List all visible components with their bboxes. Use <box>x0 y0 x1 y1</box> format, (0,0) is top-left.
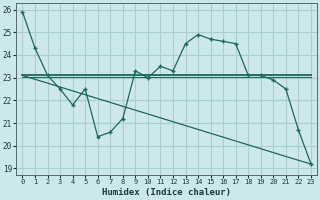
X-axis label: Humidex (Indice chaleur): Humidex (Indice chaleur) <box>102 188 231 197</box>
